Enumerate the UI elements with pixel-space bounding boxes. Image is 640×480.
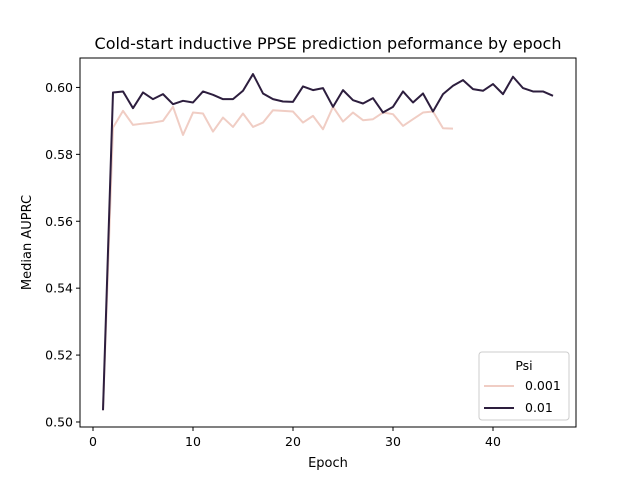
legend-title: Psi	[515, 358, 532, 373]
chart-title: Cold-start inductive PPSE prediction pef…	[95, 34, 562, 53]
x-tick-label: 30	[385, 434, 401, 449]
x-tick-label: 40	[485, 434, 501, 449]
x-axis-label: Epoch	[308, 456, 348, 471]
legend-label-0-01: 0.01	[525, 400, 553, 415]
y-axis-ticks: 0.50 0.52 0.54 0.56 0.58 0.60	[45, 80, 80, 429]
x-tick-label: 0	[89, 434, 97, 449]
y-tick-label: 0.52	[45, 348, 73, 363]
legend-box	[478, 351, 570, 421]
x-tick-label: 20	[285, 434, 301, 449]
y-axis-label: Median AUPRC	[20, 195, 35, 290]
y-tick-label: 0.58	[45, 147, 73, 162]
legend: Psi 0.001 0.01	[478, 351, 570, 421]
plot-frame	[79, 57, 577, 428]
series-line-0-001	[102, 105, 454, 411]
legend-label-0-001: 0.001	[525, 378, 561, 393]
y-tick-label: 0.60	[45, 80, 73, 95]
x-tick-label: 10	[185, 434, 201, 449]
y-tick-label: 0.50	[45, 414, 73, 429]
series-line-0-01	[102, 73, 554, 411]
x-axis-ticks: 0 10 20 30 40	[89, 427, 501, 449]
y-tick-label: 0.54	[45, 281, 73, 296]
series-lines	[102, 73, 554, 411]
y-tick-label: 0.56	[45, 214, 73, 229]
